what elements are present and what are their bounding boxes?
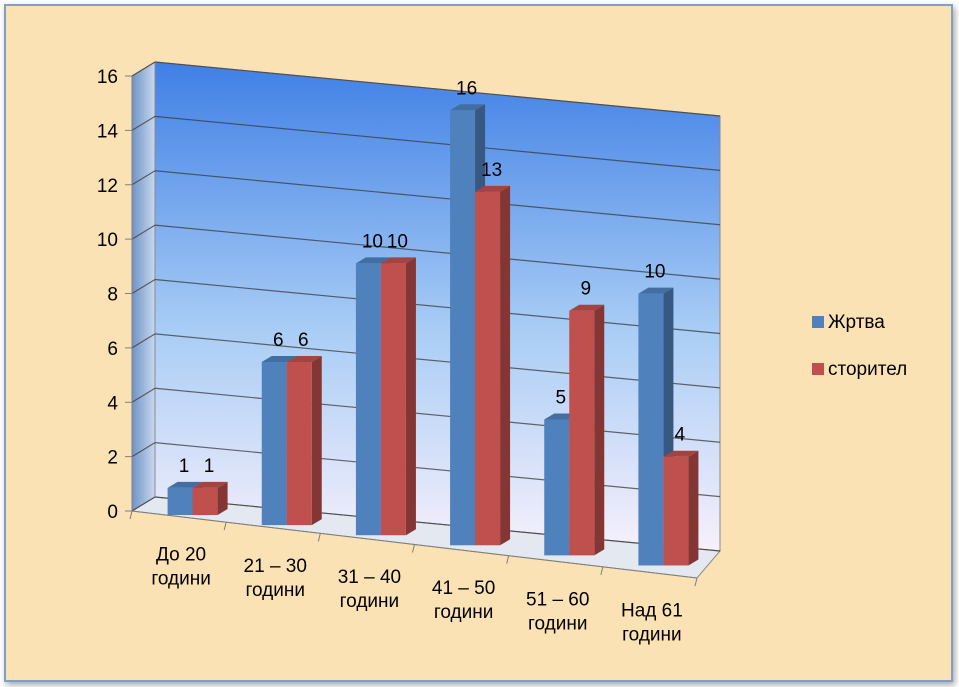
y-tick-label: 2: [107, 448, 118, 469]
legend-swatch: [812, 363, 824, 375]
bar-top: [355, 257, 391, 264]
category-label-line: години: [151, 569, 210, 590]
gridline: [154, 224, 721, 280]
legend-swatch: [812, 316, 824, 328]
category-label-line: години: [528, 613, 587, 634]
x-tick-mark: [694, 577, 698, 587]
category-label-line: години: [434, 602, 493, 623]
bar-top: [380, 257, 416, 264]
y-tick-label: 12: [97, 176, 118, 197]
bar-side: [311, 356, 322, 526]
y-tick-label: 0: [107, 502, 118, 523]
category-label-line: 31 – 40: [338, 567, 401, 588]
category-label: 21 – 30 години: [244, 556, 307, 601]
category-label-line: 51 – 60: [526, 589, 589, 610]
y-tick-label: 8: [107, 285, 118, 306]
gridline-side: [131, 170, 156, 186]
bar-side: [688, 450, 699, 566]
bar: [663, 456, 689, 566]
bar-top: [569, 304, 605, 311]
gridline-side: [131, 333, 156, 349]
x-tick-mark: [317, 533, 321, 542]
x-tick-mark: [412, 544, 415, 553]
y-tick-label: 10: [97, 230, 118, 251]
x-tick-mark: [223, 522, 227, 531]
gridline-side: [131, 115, 156, 131]
data-label: 6: [298, 330, 309, 351]
category-label-line: години: [622, 624, 681, 645]
category-label-line: До 20: [156, 545, 206, 566]
category-label-line: години: [340, 591, 399, 612]
bar-top: [475, 185, 511, 192]
data-label: 9: [580, 279, 591, 300]
data-label: 1: [204, 456, 215, 477]
category-label-line: Над 61: [621, 600, 683, 621]
bar-side: [217, 481, 228, 516]
bar: [355, 263, 381, 536]
data-label: 10: [644, 262, 665, 283]
bar-side: [594, 304, 605, 556]
gridline: [154, 278, 721, 335]
legend-label: сторител: [828, 359, 907, 380]
category-label: 31 – 40 години: [338, 567, 401, 612]
category-label: 51 – 60 години: [526, 589, 589, 634]
bar-top: [167, 481, 203, 488]
category-label: До 20 години: [151, 545, 210, 590]
legend: Жртва сторител: [812, 312, 907, 380]
legend-label: Жртва: [828, 312, 885, 333]
y-tick-label: 16: [97, 67, 118, 88]
category-label-line: години: [246, 580, 305, 601]
data-label: 10: [362, 231, 383, 252]
bar: [544, 419, 570, 556]
gridline-side: [131, 61, 156, 77]
bar: [450, 110, 476, 546]
gridline: [154, 115, 721, 171]
y-tick-label: 4: [107, 393, 118, 414]
x-tick-mark: [506, 555, 510, 564]
data-label: 4: [675, 425, 686, 446]
data-label: 16: [456, 78, 477, 99]
gridline-side: [131, 496, 156, 512]
gridline-side: [131, 442, 156, 458]
y-tick-label: 6: [107, 339, 118, 360]
data-label: 5: [555, 387, 566, 408]
bar-top: [192, 481, 228, 488]
bar: [167, 487, 193, 516]
gridline: [154, 496, 721, 552]
gridline-side: [131, 224, 156, 240]
gridline: [154, 61, 721, 117]
bar-top: [638, 287, 674, 294]
gridline-side: [131, 278, 156, 295]
bar: [569, 310, 595, 556]
gridline: [154, 442, 721, 498]
data-label: 10: [387, 231, 408, 252]
gridline-side: [131, 387, 156, 403]
category-label-line: 41 – 50: [432, 578, 495, 599]
bar-top: [450, 104, 486, 111]
category-label: 41 – 50 години: [432, 578, 495, 623]
category-label-line: 21 – 30: [244, 556, 307, 577]
bar: [475, 191, 501, 546]
gridline: [154, 170, 721, 226]
data-label: 6: [273, 330, 284, 351]
bar-top: [663, 450, 699, 457]
data-label: 13: [481, 160, 502, 181]
x-tick-mark: [600, 566, 604, 575]
bar: [380, 263, 406, 536]
bar-side: [405, 257, 416, 536]
bar-top: [286, 356, 322, 362]
gridline: [154, 333, 721, 389]
bar: [286, 362, 312, 526]
y-tick-label: 14: [97, 121, 119, 142]
category-label: Над 61 години: [621, 600, 683, 645]
bar: [192, 487, 218, 516]
gridline: [154, 387, 721, 443]
bar: [638, 293, 664, 566]
bar-side: [500, 185, 511, 546]
bar-top: [261, 356, 297, 362]
bar: [261, 362, 287, 526]
data-label: 1: [179, 456, 190, 477]
x-tick-mark: [129, 510, 133, 520]
